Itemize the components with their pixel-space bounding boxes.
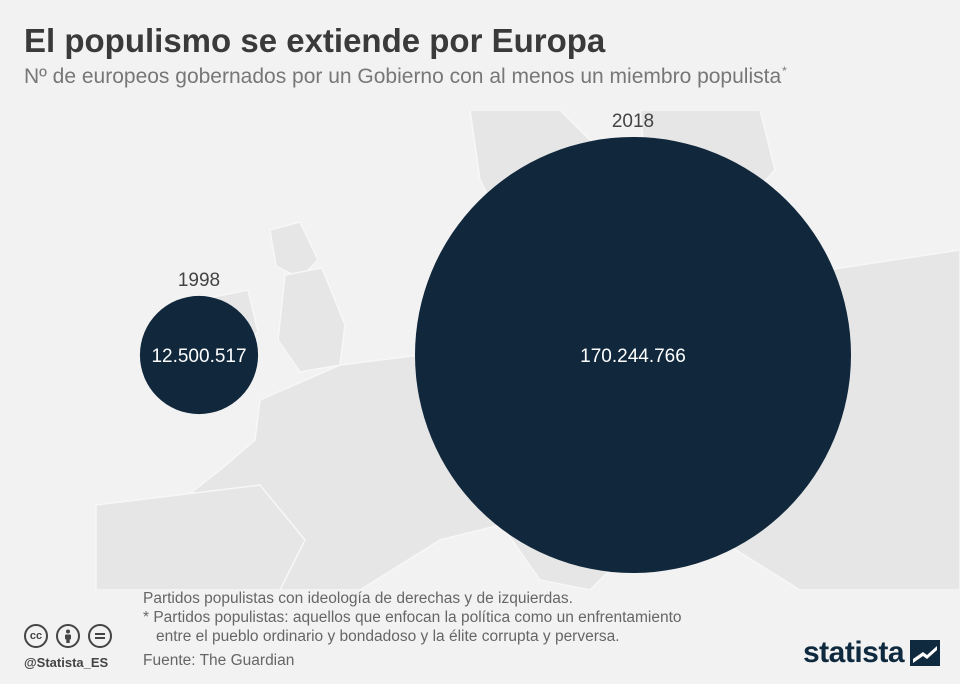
license-icons: cc (24, 624, 112, 648)
year-label-1998: 1998 (178, 270, 220, 291)
chart-subtitle: Nº de europeos gobernados por un Gobiern… (24, 64, 787, 89)
footnotes: Partidos populistas con ideología de der… (143, 589, 682, 646)
brand-name: statista (803, 636, 905, 669)
map-scotland (269, 221, 319, 279)
statista-logo[interactable]: statista (803, 636, 941, 670)
bubble-group: 1998 12.500.517 2018 170.244.766 (139, 111, 851, 573)
by-icon (56, 624, 80, 648)
map-iberia (95, 484, 306, 590)
source-note: Fuente: The Guardian (143, 652, 295, 669)
bubble-chart: 1998 12.500.517 2018 170.244.766 (139, 111, 851, 573)
statista-logo-icon (910, 640, 941, 666)
footnote-line-1: Partidos populistas con ideología de der… (143, 590, 573, 607)
footnote-line-3: entre el pueblo ordinario y bondadoso y … (156, 628, 620, 645)
subtitle-text: Nº de europeos gobernados por un Gobiern… (24, 65, 782, 88)
bubble-2018 (415, 137, 851, 573)
subtitle-footnote-mark: * (782, 64, 787, 78)
nd-icon (88, 624, 112, 648)
bubble-1998 (139, 295, 259, 415)
chart-title: El populismo se extiende por Europa (24, 22, 606, 59)
social-handle[interactable]: @Statista_ES (24, 655, 109, 670)
year-label-2018: 2018 (612, 111, 654, 132)
value-label-1998: 12.500.517 (151, 346, 246, 367)
value-label-2018: 170.244.766 (580, 346, 686, 367)
cc-icon: cc (24, 624, 48, 648)
footnote-line-2: * Partidos populistas: aquellos que enfo… (143, 609, 682, 626)
